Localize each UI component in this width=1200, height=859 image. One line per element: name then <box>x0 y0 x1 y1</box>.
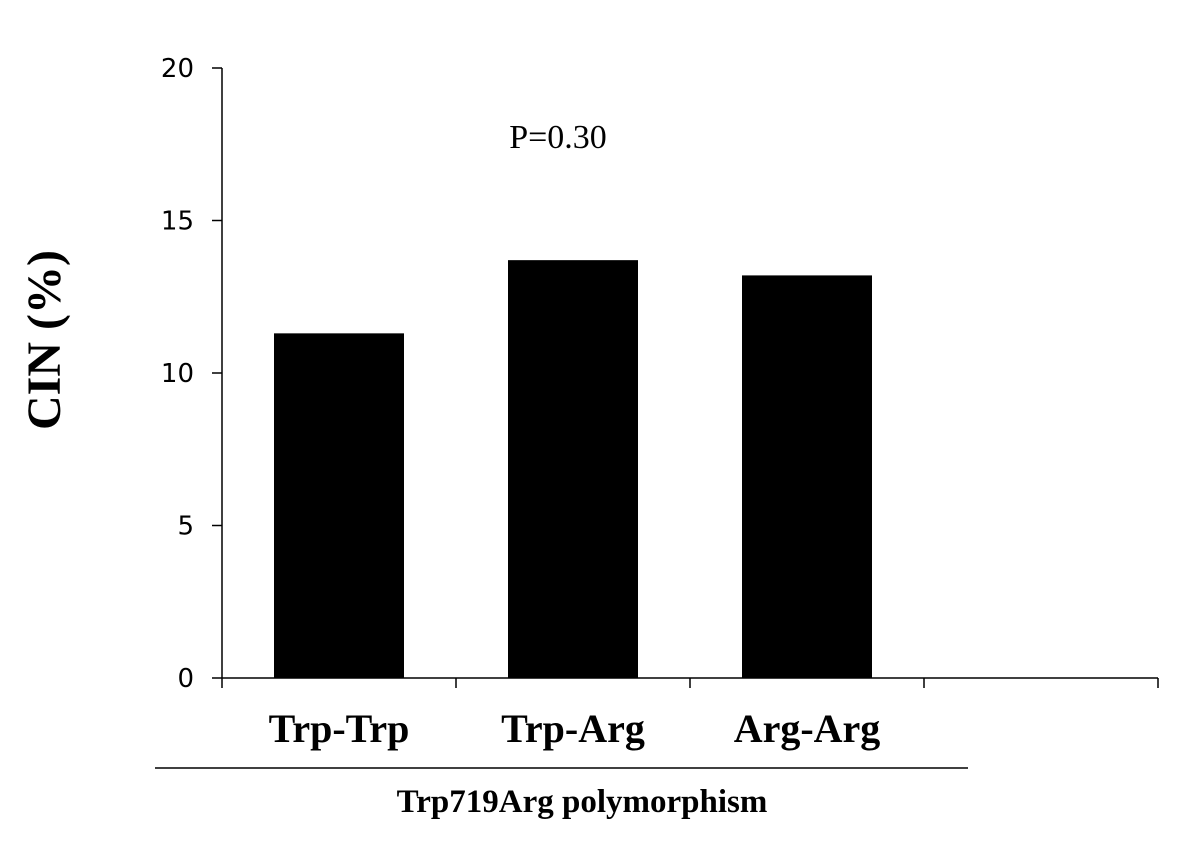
p-value-annotation: P=0.30 <box>509 119 607 156</box>
x-category-label: Trp-Arg <box>501 706 645 751</box>
y-tick-label: 0 <box>177 664 194 694</box>
bar <box>508 260 638 678</box>
category-labels: Trp-Trp Trp-Arg Arg-Arg <box>269 706 881 751</box>
y-axis-label: CIN (%) <box>18 250 71 430</box>
x-category-label: Trp-Trp <box>269 706 410 751</box>
y-tick-label: 10 <box>161 359 194 389</box>
x-group-label: Trp719Arg polymorphism <box>397 784 768 820</box>
x-category-label: Arg-Arg <box>734 706 881 751</box>
bar <box>274 333 404 678</box>
bars <box>274 260 872 678</box>
y-axis: 0 5 10 15 20 <box>161 54 223 694</box>
y-tick-label: 20 <box>161 54 194 84</box>
bar <box>742 275 872 678</box>
x-axis <box>221 677 1159 688</box>
y-tick-label: 5 <box>177 512 194 542</box>
y-tick-label: 15 <box>161 207 194 237</box>
